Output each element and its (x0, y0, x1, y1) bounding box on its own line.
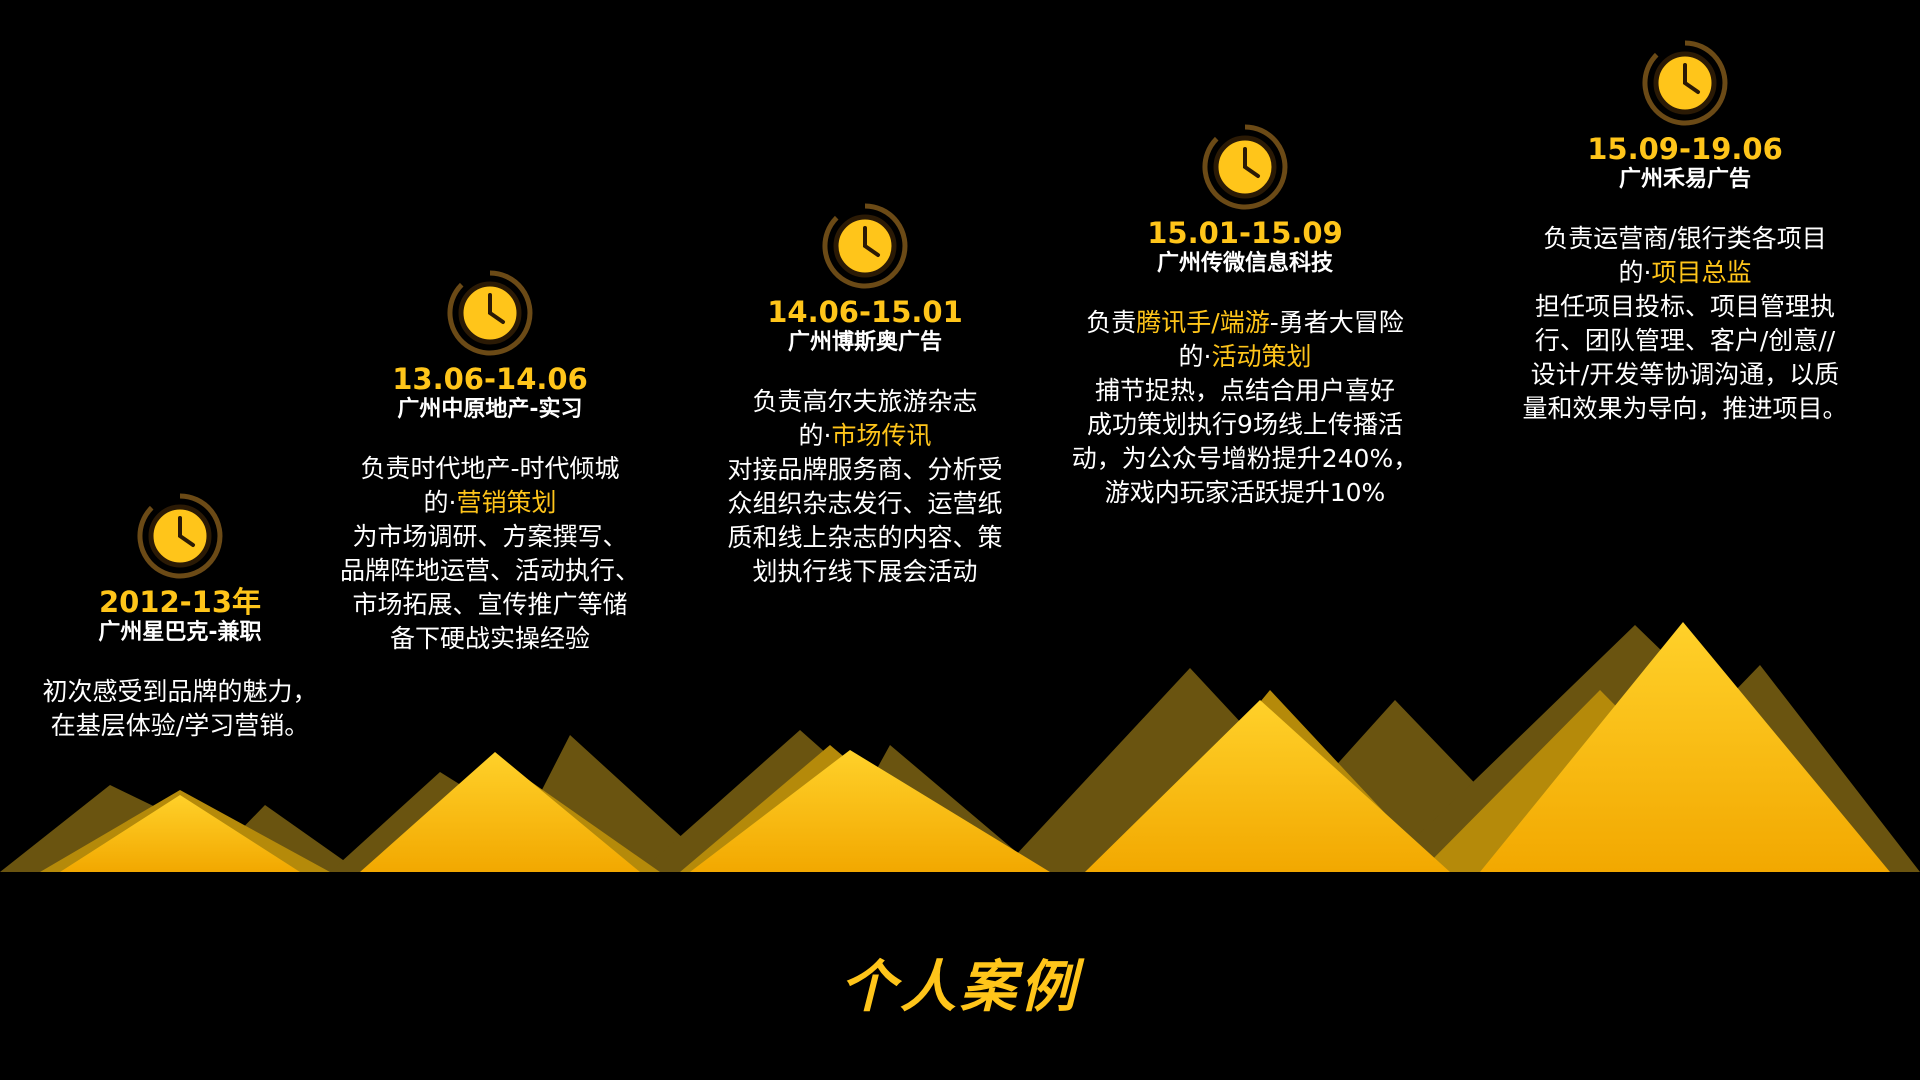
clock-icon (822, 203, 908, 289)
entry-description: 负责时代地产-时代倾城 的·营销策划 为市场调研、方案撰写、 品牌阵地运营、活动… (310, 452, 670, 656)
desc-prefix: 的· (1618, 258, 1652, 287)
desc-prefix: 的· (1178, 342, 1212, 371)
mountain-front (690, 750, 1050, 872)
desc-highlight: 营销策划 (456, 488, 557, 517)
desc-line: 动，为公众号增粉提升240%， (1071, 444, 1419, 473)
desc-line: 负责腾讯手/端游-勇者大冒险 (1060, 306, 1430, 340)
timeline-entry-2013: 13.06-14.06 广州中原地产-实习 负责时代地产-时代倾城 的·营销策划… (310, 270, 670, 656)
timeline-entry-2015b: 15.09-19.06 广州禾易广告 负责运营商/银行类各项目 的·项目总监 担… (1490, 40, 1880, 426)
desc-prefix: 的· (423, 488, 457, 517)
desc-line: 的·营销策划 (310, 486, 670, 520)
desc-line: 初次感受到品牌的魅力， (42, 677, 318, 706)
mountain-front (1085, 700, 1450, 872)
mountain-front (60, 795, 300, 872)
clock-icon (1202, 124, 1288, 210)
entry-description: 负责运营商/银行类各项目 的·项目总监 担任项目投标、项目管理执 行、团队管理、… (1490, 222, 1880, 426)
entry-date: 2012-13年 (98, 585, 262, 619)
desc-line: 行、团队管理、客户/创意// (1534, 326, 1836, 355)
desc-line: 在基层体验/学习营销。 (50, 711, 310, 740)
desc-line: 众组织杂志发行、运营纸 (727, 489, 1003, 518)
desc-line: 设计/开发等协调沟通，以质 (1530, 360, 1840, 389)
desc-prefix: 的· (798, 421, 832, 450)
desc-line: 负责时代地产-时代倾城 (360, 454, 620, 483)
entry-company: 广州禾易广告 (1618, 167, 1751, 192)
entry-date: 15.01-15.09 (1147, 216, 1343, 250)
desc-line: 负责高尔夫旅游杂志 (752, 387, 978, 416)
clock-icon (447, 270, 533, 356)
desc-highlight: 市场传讯 (831, 421, 932, 450)
mountain-front (360, 752, 640, 872)
entry-date: 13.06-14.06 (392, 362, 588, 396)
desc-line: 对接品牌服务商、分析受 (727, 455, 1003, 484)
timeline-entry-2012: 2012-13年 广州星巴克-兼职 初次感受到品牌的魅力， 在基层体验/学习营销… (0, 493, 360, 743)
mountain-front (1480, 622, 1890, 872)
entry-date: 14.06-15.01 (767, 295, 963, 329)
desc-suffix: -勇者大冒险 (1269, 308, 1404, 337)
desc-line: 担任项目投标、项目管理执 (1534, 292, 1835, 321)
desc-highlight: 腾讯手/端游 (1136, 308, 1270, 337)
desc-line: 量和效果为导向，推进项目。 (1522, 394, 1848, 423)
desc-line: 划执行线下展会活动 (752, 557, 978, 586)
desc-line: 的·项目总监 (1490, 256, 1880, 290)
desc-line: 品牌阵地运营、活动执行、 (339, 556, 640, 585)
timeline-entry-2014: 14.06-15.01 广州博斯奥广告 负责高尔夫旅游杂志 的·市场传讯 对接品… (685, 203, 1045, 589)
desc-line: 市场拓展、宣传推广等储 (352, 590, 628, 619)
entry-company: 广州博斯奥广告 (787, 330, 942, 355)
desc-line: 为市场调研、方案撰写、 (352, 522, 628, 551)
desc-line: 成功策划执行9场线上传播活 (1087, 410, 1403, 439)
entry-description: 初次感受到品牌的魅力， 在基层体验/学习营销。 (0, 675, 360, 743)
entry-company: 广州中原地产-实习 (397, 397, 583, 422)
page-title: 个人案例 (840, 955, 1080, 1020)
clock-icon (137, 493, 223, 579)
entry-company: 广州星巴克-兼职 (98, 620, 262, 645)
entry-company: 广州传微信息科技 (1156, 251, 1333, 276)
desc-line: 质和线上杂志的内容、策 (727, 523, 1003, 552)
entry-description: 负责腾讯手/端游-勇者大冒险 的·活动策划 捕节捉热，点结合用户喜好 成功策划执… (1060, 306, 1430, 510)
desc-highlight: 活动策划 (1211, 342, 1312, 371)
desc-line: 的·市场传讯 (685, 419, 1045, 453)
timeline-entry-2015a: 15.01-15.09 广州传微信息科技 负责腾讯手/端游-勇者大冒险 的·活动… (1060, 124, 1430, 510)
clock-icon (1642, 40, 1728, 126)
desc-line: 游戏内玩家活跃提升10% (1104, 478, 1386, 507)
desc-highlight: 项目总监 (1651, 258, 1752, 287)
desc-line: 备下硬战实操经验 (389, 624, 590, 653)
desc-line: 捕节捉热，点结合用户喜好 (1094, 376, 1395, 405)
desc-line: 负责运营商/银行类各项目 (1543, 224, 1827, 253)
entry-date: 15.09-19.06 (1587, 132, 1783, 166)
desc-line: 的·活动策划 (1060, 340, 1430, 374)
desc-prefix: 负责 (1086, 308, 1137, 337)
entry-description: 负责高尔夫旅游杂志 的·市场传讯 对接品牌服务商、分析受 众组织杂志发行、运营纸… (685, 385, 1045, 589)
